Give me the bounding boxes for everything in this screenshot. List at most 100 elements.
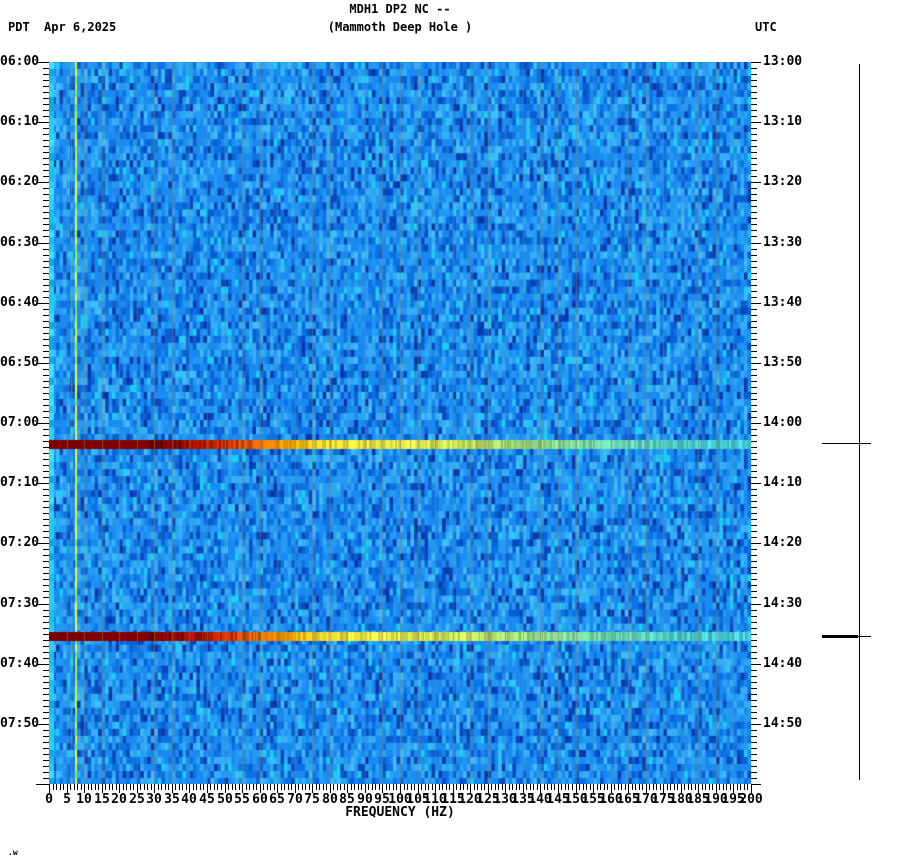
freq-minor-tick <box>81 784 82 790</box>
time-minor-tick-right <box>751 74 757 75</box>
freq-minor-tick <box>702 784 703 790</box>
time-minor-tick-left <box>43 375 49 376</box>
time-major-tick-right <box>751 483 761 484</box>
time-minor-tick-left <box>43 327 49 328</box>
freq-tick-label: 20 <box>111 792 127 807</box>
freq-tick-label: 135 <box>511 792 535 807</box>
freq-minor-tick <box>411 784 412 790</box>
time-minor-tick-left <box>43 489 49 490</box>
freq-minor-tick <box>425 784 426 790</box>
freq-minor-tick <box>158 784 159 790</box>
freq-major-tick <box>67 784 68 793</box>
event-marker-line <box>822 443 871 444</box>
freq-minor-tick <box>393 784 394 790</box>
time-minor-tick-left <box>43 634 49 635</box>
time-major-tick-right <box>751 303 761 304</box>
freq-major-tick <box>347 784 348 793</box>
freq-minor-tick <box>228 784 229 790</box>
freq-major-tick <box>733 784 734 793</box>
freq-minor-tick <box>590 784 591 790</box>
freq-minor-tick <box>274 784 275 790</box>
time-label-right: 14:20 <box>763 535 803 550</box>
freq-major-tick <box>295 784 296 793</box>
freq-minor-tick <box>344 784 345 790</box>
freq-tick-label: 30 <box>146 792 162 807</box>
freq-minor-tick <box>428 784 429 790</box>
freq-minor-tick <box>649 784 650 790</box>
freq-tick-label: 150 <box>564 792 588 807</box>
station-title: MDH1 DP2 NC -- <box>349 2 451 16</box>
freq-minor-tick <box>635 784 636 790</box>
freq-minor-tick <box>460 784 461 790</box>
freq-minor-tick <box>586 784 587 790</box>
time-minor-tick-left <box>43 399 49 400</box>
time-minor-tick-right <box>751 345 757 346</box>
freq-minor-tick <box>379 784 380 790</box>
time-minor-tick-left <box>43 591 49 592</box>
freq-minor-tick <box>361 784 362 790</box>
freq-major-tick <box>207 784 208 793</box>
time-minor-tick-left <box>43 453 49 454</box>
freq-minor-tick <box>526 784 527 790</box>
freq-minor-tick <box>667 784 668 790</box>
freq-major-tick <box>49 784 50 793</box>
freq-minor-tick <box>495 784 496 790</box>
time-major-tick-left <box>36 604 49 605</box>
freq-major-tick <box>84 784 85 793</box>
time-minor-tick-right <box>751 405 757 406</box>
freq-minor-tick <box>179 784 180 790</box>
freq-minor-tick <box>477 784 478 790</box>
freq-minor-tick <box>572 784 573 790</box>
time-minor-tick-left <box>43 206 49 207</box>
freq-major-tick <box>751 784 752 793</box>
time-minor-tick-right <box>751 92 757 93</box>
time-minor-tick-right <box>751 188 757 189</box>
time-major-tick-left <box>36 62 49 63</box>
time-minor-tick-right <box>751 585 757 586</box>
freq-minor-tick <box>737 784 738 790</box>
freq-minor-tick <box>691 784 692 790</box>
time-minor-tick-left <box>43 357 49 358</box>
freq-minor-tick <box>639 784 640 790</box>
freq-minor-tick <box>709 784 710 790</box>
freq-tick-label: 95 <box>374 792 390 807</box>
freq-minor-tick <box>656 784 657 790</box>
time-minor-tick-right <box>751 327 757 328</box>
time-minor-tick-left <box>43 441 49 442</box>
time-minor-tick-right <box>751 712 757 713</box>
freq-minor-tick <box>597 784 598 790</box>
freq-tick-label: 10 <box>76 792 92 807</box>
time-minor-tick-right <box>751 80 757 81</box>
freq-minor-tick <box>88 784 89 790</box>
freq-major-tick <box>382 784 383 793</box>
freq-minor-tick <box>288 784 289 790</box>
time-minor-tick-left <box>43 429 49 430</box>
time-major-tick-right <box>751 182 761 183</box>
freq-minor-tick <box>91 784 92 790</box>
freq-tick-label: 115 <box>441 792 465 807</box>
spectrogram-canvas <box>49 62 751 784</box>
freq-minor-tick <box>726 784 727 790</box>
date-label: Apr 6,2025 <box>44 20 117 34</box>
time-minor-tick-left <box>43 261 49 262</box>
freq-major-tick <box>505 784 506 793</box>
time-minor-tick-left <box>43 351 49 352</box>
station-subtitle: (Mammoth Deep Hole ) <box>327 20 473 34</box>
time-minor-tick-right <box>751 646 757 647</box>
freq-minor-tick <box>74 784 75 790</box>
x-axis-title: FREQUENCY (HZ) <box>345 805 455 820</box>
time-label-right: 13:10 <box>763 114 803 129</box>
time-minor-tick-left <box>43 531 49 532</box>
time-minor-tick-right <box>751 86 757 87</box>
freq-tick-label: 90 <box>357 792 373 807</box>
freq-minor-tick <box>674 784 675 790</box>
time-minor-tick-right <box>751 652 757 653</box>
time-minor-tick-right <box>751 152 757 153</box>
freq-minor-tick <box>375 784 376 790</box>
freq-minor-tick <box>449 784 450 790</box>
time-minor-tick-right <box>751 640 757 641</box>
time-minor-tick-left <box>43 68 49 69</box>
freq-minor-tick <box>568 784 569 790</box>
freq-minor-tick <box>561 784 562 790</box>
